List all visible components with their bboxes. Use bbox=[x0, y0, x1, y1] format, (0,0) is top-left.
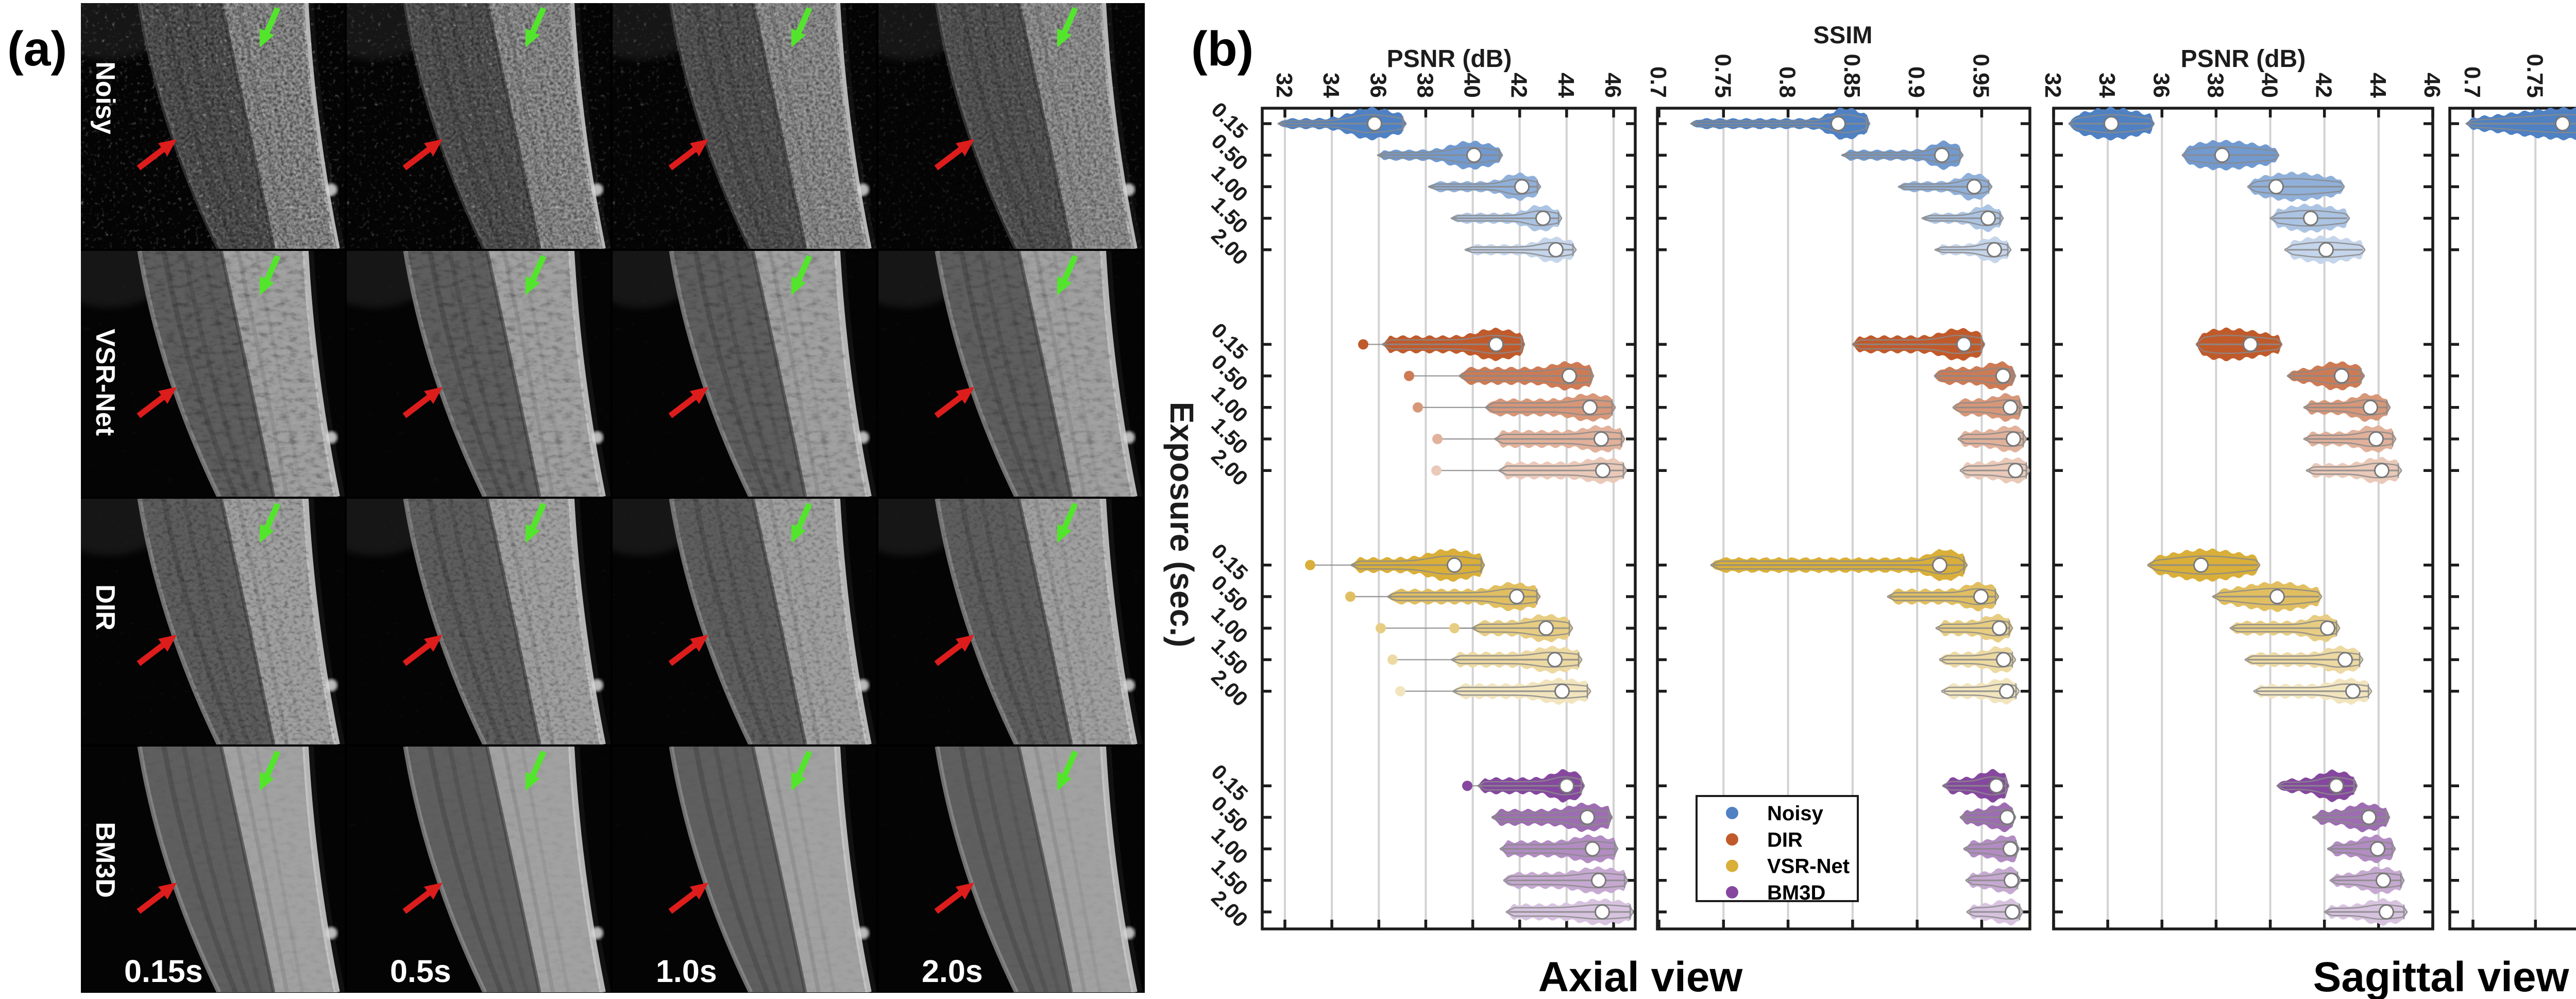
svg-text:40: 40 bbox=[2257, 73, 2282, 98]
svg-text:(b): (b) bbox=[1191, 22, 1253, 76]
svg-text:1.0s: 1.0s bbox=[656, 954, 717, 989]
svg-text:40: 40 bbox=[1460, 73, 1485, 98]
svg-text:0.75: 0.75 bbox=[1710, 54, 1735, 98]
svg-text:0.7: 0.7 bbox=[1646, 66, 1671, 98]
svg-text:BM3D: BM3D bbox=[1767, 882, 1825, 904]
svg-text:DIR: DIR bbox=[1767, 828, 1803, 851]
svg-text:BM3D: BM3D bbox=[90, 822, 120, 898]
svg-text:38: 38 bbox=[1412, 73, 1437, 98]
svg-text:0.7: 0.7 bbox=[2460, 66, 2485, 98]
svg-text:38: 38 bbox=[2202, 73, 2228, 98]
svg-text:0.15s: 0.15s bbox=[124, 954, 203, 989]
svg-text:44: 44 bbox=[1553, 73, 1579, 98]
svg-text:0.9: 0.9 bbox=[1904, 66, 1929, 98]
svg-text:PSNR (dB): PSNR (dB) bbox=[2181, 45, 2306, 73]
svg-text:VSR-Net: VSR-Net bbox=[1767, 855, 1850, 878]
svg-text:42: 42 bbox=[1506, 73, 1532, 98]
svg-text:32: 32 bbox=[1272, 73, 1297, 98]
svg-text:46: 46 bbox=[1600, 73, 1625, 98]
svg-text:34: 34 bbox=[1318, 73, 1344, 98]
svg-text:32: 32 bbox=[2040, 73, 2065, 98]
svg-text:36: 36 bbox=[1365, 73, 1391, 98]
svg-text:VSR-Net: VSR-Net bbox=[90, 329, 120, 436]
svg-text:0.8: 0.8 bbox=[1775, 66, 1800, 98]
svg-text:SSIM: SSIM bbox=[1814, 21, 1873, 48]
svg-text:(a): (a) bbox=[7, 22, 67, 76]
svg-text:Exposure (sec.): Exposure (sec.) bbox=[1163, 402, 1200, 648]
svg-text:2.0s: 2.0s bbox=[922, 954, 983, 989]
svg-text:42: 42 bbox=[2311, 73, 2336, 98]
svg-text:0.95: 0.95 bbox=[1969, 54, 1994, 98]
svg-text:0.75: 0.75 bbox=[2522, 54, 2547, 98]
svg-text:44: 44 bbox=[2365, 73, 2391, 98]
svg-text:0.85: 0.85 bbox=[1839, 54, 1865, 98]
svg-text:Sagittal view: Sagittal view bbox=[2313, 954, 2569, 999]
svg-text:0.5s: 0.5s bbox=[390, 954, 451, 989]
svg-text:Axial view: Axial view bbox=[1538, 954, 1743, 999]
svg-text:36: 36 bbox=[2148, 73, 2174, 98]
svg-text:46: 46 bbox=[2419, 73, 2445, 98]
svg-text:Noisy: Noisy bbox=[90, 61, 120, 134]
svg-text:DIR: DIR bbox=[90, 584, 120, 631]
svg-text:PSNR (dB): PSNR (dB) bbox=[1387, 45, 1512, 73]
svg-text:34: 34 bbox=[2094, 73, 2120, 98]
svg-text:Noisy: Noisy bbox=[1767, 802, 1824, 825]
